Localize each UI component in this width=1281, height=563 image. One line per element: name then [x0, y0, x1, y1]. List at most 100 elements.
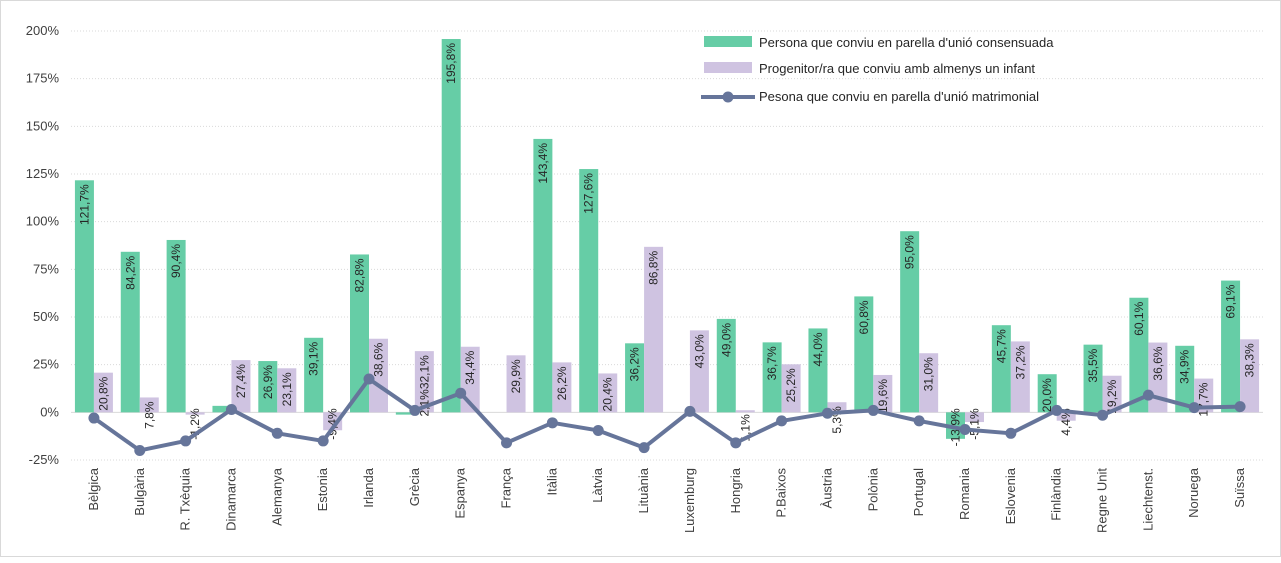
bar-consensual-label: 82,8%: [353, 258, 367, 292]
bar-parent-label: -5,1%: [968, 408, 982, 440]
line-point: [88, 412, 100, 424]
bar-parent: [644, 246, 664, 413]
bar-parent-label: 25,2%: [784, 368, 798, 402]
x-category-label: Estonia: [315, 467, 330, 511]
bar-parent-label: 19,2%: [1105, 379, 1119, 413]
bar-consensual-label: 90,4%: [169, 244, 183, 278]
x-category-label: Itàlia: [544, 467, 559, 495]
bar-consensual-label: 45,7%: [994, 329, 1008, 363]
bar-parent: [781, 364, 801, 413]
bar-consensual-label: 49,0%: [719, 323, 733, 357]
x-category-label: Grècia: [407, 467, 422, 506]
x-category-label: Portugal: [911, 468, 926, 517]
line-point: [867, 404, 879, 416]
x-category-label: Liechtenst.: [1140, 468, 1155, 531]
line-point: [455, 387, 467, 399]
bar-consensual-label: 34,9%: [1178, 349, 1192, 383]
x-category-label: Polònia: [865, 467, 880, 511]
bar-parent: [873, 374, 893, 413]
bars-group: [74, 39, 1260, 439]
bar-parent-label: 4,4%: [1059, 408, 1073, 436]
bar-consensual: [1129, 297, 1149, 413]
bar-parent: [414, 351, 434, 413]
line-point: [913, 415, 925, 427]
bar-consensual-label: 121,7%: [77, 184, 91, 225]
x-category-label: Bèlgica: [86, 467, 101, 510]
y-tick-label: 100%: [26, 214, 60, 229]
bar-parent: [1010, 341, 1030, 413]
bar-consensual-label: 95,0%: [903, 235, 917, 269]
bar-parent: [689, 330, 709, 413]
bar-parent-label: 31,0%: [922, 357, 936, 391]
bar-consensual: [991, 325, 1011, 413]
bar-consensual: [533, 138, 553, 413]
y-tick-label: 0%: [40, 404, 59, 419]
line-point: [409, 404, 421, 416]
line-point: [638, 442, 650, 454]
bar-parent: [231, 360, 251, 413]
bar-parent: [919, 353, 939, 413]
line-series-group: [88, 373, 1246, 456]
bar-consensual: [120, 251, 140, 413]
x-category-label: Eslovenia: [1003, 467, 1018, 524]
bar-consensual: [716, 318, 736, 413]
bar-consensual-label: 84,2%: [123, 255, 137, 289]
y-tick-label: 50%: [33, 309, 59, 324]
line-point: [1005, 427, 1017, 439]
bar-parent-label: 20,4%: [601, 377, 615, 411]
y-tick-label: 125%: [26, 166, 60, 181]
bar-consensual-label: 26,9%: [261, 365, 275, 399]
bar-parent-label: 37,2%: [1013, 345, 1027, 379]
bar-parent: [506, 355, 526, 413]
line-point: [363, 373, 375, 385]
x-category-label: Noruega: [1186, 467, 1201, 518]
bar-parent: [598, 373, 618, 413]
bar-parent-label: 23,1%: [280, 372, 294, 406]
line-point: [592, 424, 604, 436]
bar-parent: [1056, 412, 1076, 421]
bar-consensual-label: 127,6%: [582, 173, 596, 214]
x-category-label: Lituània: [636, 467, 651, 513]
bar-consensual-label: 60,1%: [1132, 301, 1146, 335]
y-tick-label: 200%: [26, 23, 60, 38]
bar-parent: [1240, 339, 1260, 413]
x-category-label: Alemanya: [269, 467, 284, 526]
line-point: [546, 417, 558, 429]
legend-swatch: [704, 36, 752, 47]
bar-consensual: [625, 343, 645, 413]
bar-parent-label: 27,4%: [234, 364, 248, 398]
bar-consensual-label: 36,7%: [765, 346, 779, 380]
bar-consensual-label: 195,8%: [444, 43, 458, 84]
bar-consensual: [395, 412, 415, 415]
bar-parent: [93, 372, 113, 413]
bar-parent-label: 43,0%: [692, 334, 706, 368]
line-point: [501, 437, 513, 449]
x-category-label: P.Baixos: [774, 468, 789, 518]
bar-parent-label: 86,8%: [647, 251, 661, 285]
bar-consensual: [350, 254, 369, 413]
x-category-label: Finlàndia: [1049, 467, 1064, 521]
bar-consensual: [762, 342, 782, 413]
line-point: [684, 405, 696, 417]
x-category-label: R. Txèquia: [178, 467, 193, 530]
bar-consensual: [74, 180, 94, 413]
bar-consensual: [854, 296, 874, 413]
x-category-label: Irlanda: [361, 467, 376, 508]
bar-parent: [323, 412, 343, 431]
bar-consensual: [1221, 280, 1241, 413]
bar-consensual: [258, 361, 278, 413]
bar-parent-label: 19,6%: [876, 379, 890, 413]
bar-consensual-label: 143,4%: [536, 143, 550, 184]
legend-label: Progenitor/ra que conviu amb almenys un …: [759, 61, 1035, 76]
bar-consensual-label: 36,2%: [628, 347, 642, 381]
bar-consensual-label: 39,1%: [307, 341, 321, 375]
x-category-label: Suïssa: [1232, 467, 1247, 508]
bar-consensual-label: 44,0%: [811, 332, 825, 366]
y-tick-label: 150%: [26, 118, 60, 133]
line-point: [317, 435, 329, 447]
bar-parent-label: 38,6%: [372, 342, 386, 376]
bar-parent-label: 26,2%: [555, 366, 569, 400]
line-point: [1097, 409, 1109, 421]
